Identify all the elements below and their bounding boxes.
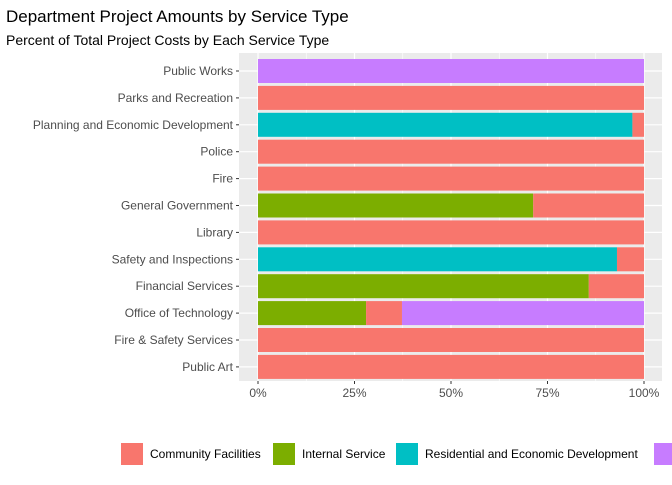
bar-segment bbox=[258, 193, 534, 218]
y-tick-label: Public Works bbox=[163, 64, 233, 78]
bar-segment bbox=[258, 85, 644, 110]
x-tick-label: 75% bbox=[535, 386, 559, 400]
y-tick-label: Library bbox=[196, 225, 233, 239]
legend-label: Residential and Economic Development bbox=[425, 447, 638, 461]
y-tick-label: Fire bbox=[212, 172, 233, 186]
bar-segment bbox=[258, 247, 617, 272]
legend-swatch bbox=[121, 443, 143, 465]
chart-subtitle: Percent of Total Project Costs by Each S… bbox=[6, 32, 329, 48]
y-tick-label: Public Art bbox=[182, 360, 233, 374]
legend-swatch bbox=[654, 443, 672, 465]
bar-segment bbox=[258, 301, 367, 326]
bar-segment bbox=[366, 301, 402, 326]
legend: Community Facilities Internal Service Resi… bbox=[121, 443, 672, 465]
bar-segment bbox=[258, 220, 644, 245]
legend-label: Internal Service bbox=[302, 447, 386, 461]
bar-segment bbox=[258, 274, 589, 299]
y-tick-label: General Government bbox=[121, 199, 234, 213]
y-tick-label: Fire & Safety Services bbox=[114, 333, 233, 347]
bar-segment bbox=[616, 247, 644, 272]
chart-title: Department Project Amounts by Service Ty… bbox=[6, 7, 349, 26]
bar-segment bbox=[258, 328, 644, 352]
legend-swatch bbox=[273, 443, 295, 465]
x-axis: 0% 25% 50% 75% 100% bbox=[249, 381, 660, 400]
y-tick-label: Safety and Inspections bbox=[112, 252, 233, 266]
bar-segment bbox=[258, 112, 633, 137]
y-tick-label: Police bbox=[200, 145, 233, 159]
y-tick-label: Parks and Recreation bbox=[118, 91, 233, 105]
bar-segment bbox=[258, 139, 644, 164]
x-tick-label: 100% bbox=[629, 386, 660, 400]
x-tick-label: 0% bbox=[249, 386, 267, 400]
bar-segment bbox=[588, 274, 644, 299]
bar-segment bbox=[533, 193, 644, 218]
y-axis: Public Works Parks and Recreation Planning… bbox=[33, 64, 239, 374]
bar-segment bbox=[258, 354, 644, 379]
y-tick-label: Planning and Economic Development bbox=[33, 118, 234, 132]
legend-swatch bbox=[396, 443, 418, 465]
bar-segment bbox=[401, 301, 644, 326]
x-tick-label: 50% bbox=[439, 386, 463, 400]
bar-segment bbox=[632, 112, 644, 137]
x-tick-label: 25% bbox=[342, 386, 366, 400]
y-tick-label: Financial Services bbox=[136, 279, 233, 293]
bar-segment bbox=[258, 166, 644, 191]
legend-label: Community Facilities bbox=[150, 447, 261, 461]
y-tick-label: Office of Technology bbox=[125, 306, 233, 320]
bar-segment bbox=[258, 59, 644, 83]
bars bbox=[258, 59, 644, 379]
